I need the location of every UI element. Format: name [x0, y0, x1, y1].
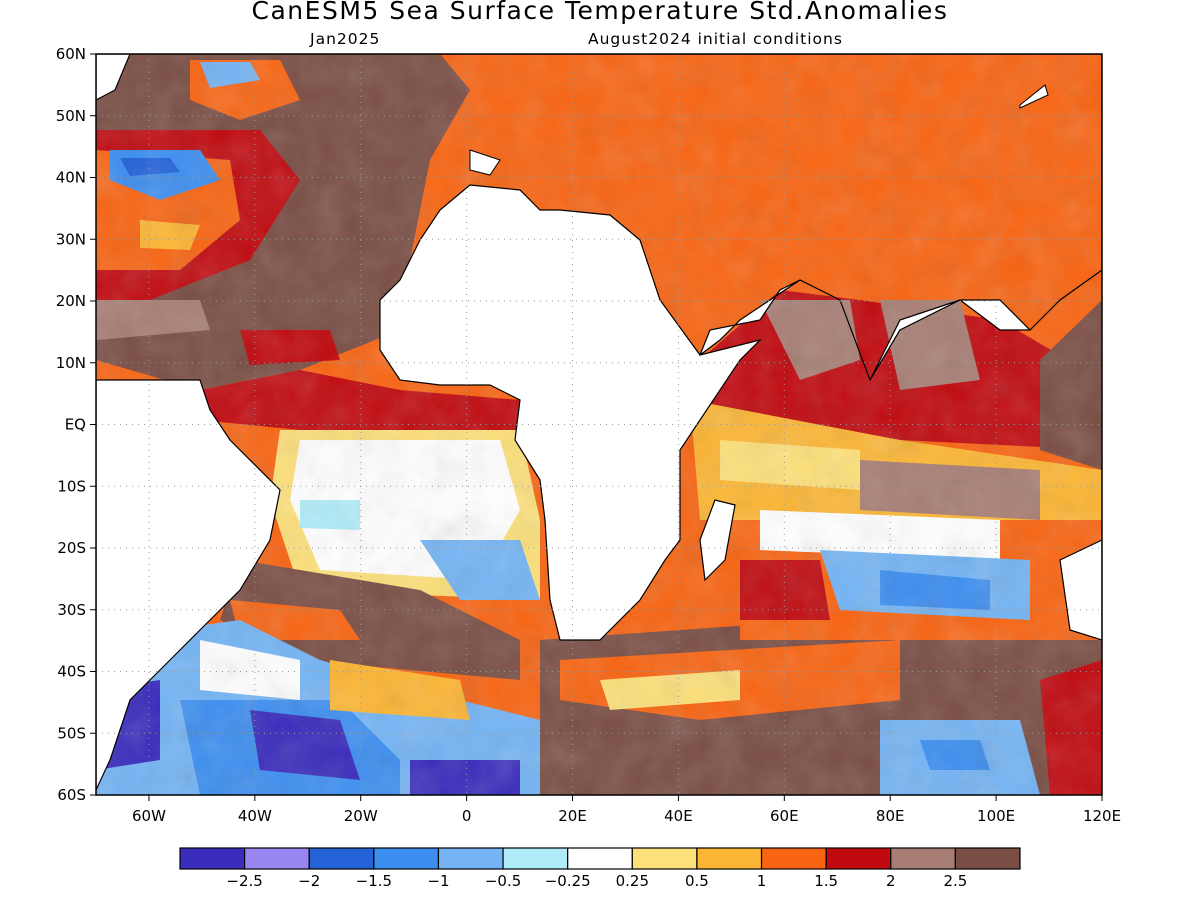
madagascar: [699, 499, 736, 582]
lon-axis: 60W 40W 20W 0 20E 40E 60E 80E 100E 120E: [132, 795, 1121, 825]
lat-tick-label: 60N: [56, 45, 86, 63]
continent-eurasia-africa: [379, 54, 1102, 641]
colorbar-label: 2: [886, 872, 896, 890]
lat-tick-label: 40N: [56, 169, 86, 187]
lat-tick-label: 10S: [57, 477, 86, 495]
colorbar-label: 2.5: [943, 872, 967, 890]
anomaly-field: [96, 54, 1102, 795]
colorbar-label: 1: [757, 872, 767, 890]
lat-tick-label: 10N: [56, 354, 86, 372]
colorbar-swatch: [179, 847, 246, 870]
colorbar-swatch: [825, 847, 892, 870]
australia-edge: [1059, 539, 1102, 641]
lat-tick-label: 50S: [57, 724, 86, 742]
lat-tick-label: 50N: [56, 107, 86, 125]
lon-tick-label: 40E: [664, 807, 693, 825]
colorbar-swatch: [760, 847, 827, 870]
colorbar-swatch: [696, 847, 763, 870]
colorbar-swatch: [954, 847, 1021, 870]
lat-tick-label: EQ: [65, 416, 86, 434]
lat-axis: 60N 50N 40N 30N 20N 10N EQ 10S 20S 30S 40S 50S 60S: [56, 45, 96, 804]
colorbar-label: −2.5: [226, 872, 262, 890]
colorbar-swatch: [890, 847, 956, 870]
colorbar-label: 1.5: [814, 872, 838, 890]
far-east-coast: [1019, 84, 1049, 109]
initial-conditions: August2024 initial conditions: [588, 30, 843, 48]
lon-tick-label: 100E: [977, 807, 1015, 825]
colorbar-label: −1: [427, 872, 449, 890]
lon-tick-label: 120E: [1083, 807, 1121, 825]
colorbar-label: 0.5: [685, 872, 709, 890]
mediterranean-island: [469, 149, 501, 176]
lon-tick-label: 60W: [132, 807, 166, 825]
colorbar-label: −2: [298, 872, 320, 890]
colorbar-swatch: [244, 847, 310, 870]
colorbar-label: −0.25: [545, 872, 591, 890]
lon-tick-label: 0: [462, 807, 472, 825]
lat-tick-label: 30S: [57, 601, 86, 619]
lon-tick-label: 80E: [876, 807, 905, 825]
colorbar-swatch: [502, 847, 569, 870]
forecast-month: Jan2025: [310, 30, 381, 48]
lat-tick-label: 20N: [56, 292, 86, 310]
colorbar-label: 0.25: [616, 872, 649, 890]
colorbar-swatch: [373, 847, 440, 870]
colorbar-swatch: [567, 847, 633, 870]
map-title: CanESM5 Sea Surface Temperature Std.Anom…: [251, 0, 949, 25]
lon-tick-label: 20W: [344, 807, 378, 825]
colorbar-swatch: [631, 847, 698, 870]
colorbar: −2.5 −2 −1.5 −1 −0.5 −0.25 0.25 0.5 1 1.5 2 2.5: [179, 847, 1021, 890]
lat-tick-label: 20S: [57, 539, 86, 557]
continent-south-america: [96, 379, 281, 791]
continent-greenland-edge: [96, 54, 131, 101]
colorbar-label: −1.5: [356, 872, 392, 890]
lon-tick-label: 20E: [558, 807, 587, 825]
colorbar-swatch: [437, 847, 504, 870]
colorbar-label: −0.5: [485, 872, 521, 890]
lon-tick-label: 40W: [238, 807, 272, 825]
lat-tick-label: 30N: [56, 230, 86, 248]
lon-tick-label: 60E: [770, 807, 799, 825]
lat-tick-label: 40S: [57, 663, 86, 681]
colorbar-swatch: [308, 847, 375, 870]
lat-tick-label: 60S: [57, 786, 86, 804]
